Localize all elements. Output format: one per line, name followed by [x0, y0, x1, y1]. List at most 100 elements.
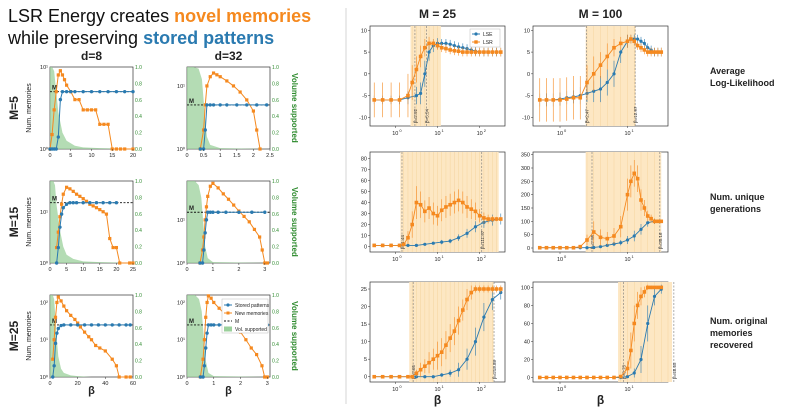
y-tick-label: 10¹ — [177, 338, 185, 344]
confidence-band — [618, 282, 673, 382]
x-tick-label: 0.5 — [200, 153, 208, 159]
lsr-point — [414, 67, 419, 72]
y-tick-label: -10 — [522, 115, 530, 121]
lsr-point — [498, 287, 503, 291]
lsr-point — [380, 243, 385, 248]
new-memory-point — [204, 315, 208, 319]
new-memory-point — [73, 317, 77, 322]
volume-area — [187, 181, 270, 263]
y-tick-label: 0 — [527, 246, 530, 252]
y-tick-label: 10¹ — [40, 65, 48, 71]
stored-pattern-point — [218, 103, 222, 107]
y-tick-label: 40 — [524, 339, 530, 345]
confidence-band — [585, 152, 662, 252]
y-tick-label: 100 — [521, 285, 530, 291]
y-tick-label: 10² — [40, 300, 48, 306]
lsr-point — [639, 45, 643, 50]
lsr-point — [598, 375, 603, 380]
lsr-point — [494, 50, 499, 54]
legend-marker — [226, 303, 230, 307]
lsr-point — [465, 297, 469, 302]
new-memory-point — [208, 184, 212, 188]
y2-tick-label: 0.2 — [272, 245, 279, 251]
lsr-point — [439, 208, 444, 213]
stored-pattern-point — [255, 103, 259, 107]
new-memory-point — [226, 197, 231, 201]
y2-tick-label: 0.8 — [135, 309, 142, 315]
lse-point — [448, 42, 452, 46]
x-tick-label: 10 — [434, 257, 440, 263]
new-memory-point — [94, 343, 98, 348]
stored-pattern-point — [250, 210, 254, 214]
new-memory-point — [98, 208, 102, 212]
stored-pattern-point — [103, 323, 108, 327]
lsr-point — [389, 243, 393, 248]
stored-pattern-point — [58, 97, 63, 102]
new-memory-point — [69, 313, 73, 317]
y2-tick-label: 0.4 — [135, 342, 142, 348]
left-panel-L00: M 0 5 10 15 20 10⁰ 10¹ 0.0 0.2 0.4 0.6 0.8 1.0 — [40, 65, 142, 159]
y-axis-label: Num. memories — [26, 83, 33, 133]
stored-pattern-point — [58, 225, 62, 229]
y-tick-label: 150 — [521, 206, 530, 212]
new-memory-point — [202, 338, 207, 342]
m-reference-label: M — [52, 197, 57, 203]
stored-pattern-point — [114, 201, 119, 205]
new-memory-point — [65, 309, 69, 313]
legend-label-vol: Vol. supported — [235, 327, 267, 333]
lse-point — [585, 246, 589, 250]
new-memory-point — [89, 108, 94, 112]
threshold-label: β=12.97 — [633, 106, 638, 123]
new-memory-point — [71, 189, 75, 193]
new-memory-point — [91, 204, 95, 208]
lse-point — [406, 243, 410, 248]
lsr-point — [659, 50, 664, 54]
new-memory-point — [263, 375, 267, 379]
lsr-point — [649, 285, 653, 290]
stored-pattern-point — [73, 89, 77, 94]
y-tick-label: 10¹ — [40, 210, 48, 216]
stored-pattern-point — [89, 323, 94, 327]
y2-axis-label: Volume supported — [290, 187, 299, 257]
lsr-point — [427, 41, 431, 46]
x-tick-label: 10 — [80, 267, 86, 273]
lsr-point — [571, 245, 576, 250]
new-memory-point — [50, 132, 54, 137]
left-legend: Stored patterns New memories M Vol. support… — [221, 298, 270, 334]
y-tick-label: 200 — [521, 193, 530, 199]
right-col-header: M = 100 — [579, 7, 623, 21]
new-memory-point — [78, 325, 83, 329]
lsr-point — [659, 285, 664, 290]
stored-pattern-point — [263, 210, 267, 214]
new-memory-point — [98, 346, 102, 350]
lsr-point — [397, 98, 402, 102]
x-tick-label: 10 — [477, 257, 483, 263]
lsr-point — [431, 211, 436, 216]
lse-point — [423, 72, 427, 76]
y2-tick-label: 1.0 — [272, 179, 279, 185]
new-memory-point — [52, 338, 56, 342]
lsr-point — [435, 353, 440, 358]
x-tick-exponent: 1 — [632, 254, 635, 259]
stored-pattern-point — [237, 210, 241, 214]
new-memory-point — [68, 187, 72, 191]
y-tick-label: 250 — [521, 179, 530, 185]
y2-tick-label: 0.0 — [135, 147, 142, 153]
threshold-label: β=2.98 — [590, 235, 595, 249]
stored-pattern-point — [98, 89, 102, 94]
y2-tick-label: 0.4 — [272, 342, 279, 348]
new-memory-point — [232, 203, 236, 207]
y2-tick-label: 0.6 — [272, 212, 279, 218]
stored-pattern-point — [106, 89, 110, 94]
lsr-point — [578, 375, 583, 380]
lse-point — [592, 245, 596, 250]
lsr-point — [629, 37, 633, 41]
new-memory-point — [82, 330, 87, 334]
lse-point — [419, 91, 423, 95]
new-memory-point — [101, 210, 105, 214]
right-row-label: memories — [710, 328, 753, 338]
new-memory-point — [208, 75, 212, 79]
stored-pattern-point — [205, 103, 209, 107]
lsr-point — [656, 285, 660, 290]
lse-point — [423, 242, 427, 246]
